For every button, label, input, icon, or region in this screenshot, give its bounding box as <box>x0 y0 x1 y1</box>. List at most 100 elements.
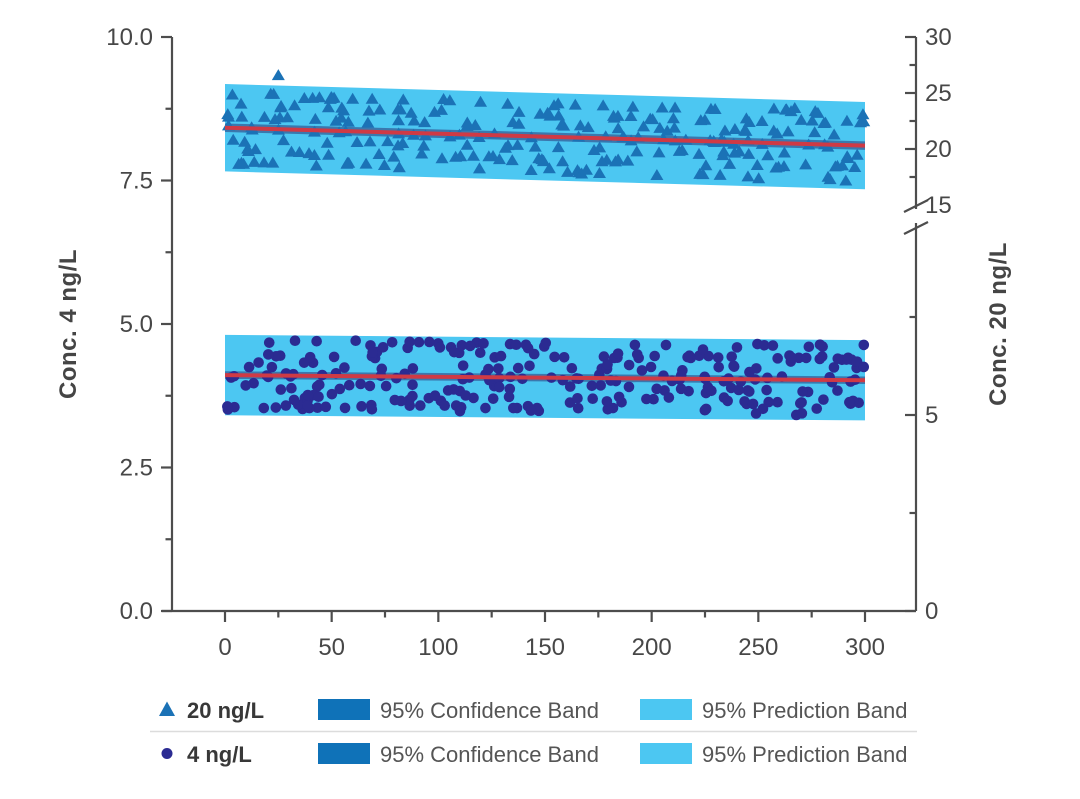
data-point-triangle <box>779 103 793 115</box>
data-point-circle <box>832 385 843 396</box>
data-point-circle <box>602 358 613 370</box>
data-point-circle <box>841 354 852 365</box>
data-point-circle <box>858 361 870 373</box>
data-point-circle <box>612 348 624 359</box>
data-point-triangle <box>777 146 791 158</box>
data-point-circle <box>733 384 745 396</box>
data-point-circle <box>448 346 460 358</box>
data-point-circle <box>339 402 351 414</box>
data-point-triangle <box>739 112 753 124</box>
data-point-triangle <box>511 138 525 150</box>
data-point-triangle <box>284 145 298 157</box>
data-point-triangle <box>827 128 841 140</box>
data-point-triangle <box>512 105 526 117</box>
data-point-circle <box>424 336 435 348</box>
data-point-triangle <box>741 170 755 182</box>
data-point-triangle <box>391 103 405 115</box>
data-point-triangle <box>309 159 323 171</box>
data-point-triangle <box>808 126 822 138</box>
data-point-triangle <box>568 98 582 110</box>
data-point-circle <box>355 378 366 390</box>
tick-label-layer: 0.0 2.5 5.0 7.5 10.0 0 50 100 150 200 250 300 0 5 15 20… <box>106 24 951 661</box>
data-point-circle <box>828 362 840 373</box>
left-axis-tick-label: 5.0 <box>120 311 153 338</box>
data-point-triangle <box>322 148 336 160</box>
x-axis-tick-label: 250 <box>738 634 778 661</box>
data-point-circle <box>699 404 711 416</box>
data-point-circle <box>320 401 332 413</box>
data-point-triangle <box>266 156 280 168</box>
data-point-triangle <box>839 174 853 186</box>
data-point-circle <box>243 361 255 373</box>
data-point-triangle <box>611 122 625 134</box>
data-point-triangle <box>660 124 674 136</box>
data-point-triangle <box>653 121 667 133</box>
data-point-circle <box>377 341 389 353</box>
data-point-circle <box>253 357 264 368</box>
data-point-triangle <box>857 115 871 127</box>
data-point-circle <box>434 342 446 353</box>
data-point-circle <box>743 386 755 397</box>
data-point-triangle <box>391 114 405 126</box>
data-point-triangle <box>856 108 870 120</box>
data-point-triangle <box>232 157 246 169</box>
data-point-circle <box>510 339 522 351</box>
data-point-triangle <box>592 166 606 178</box>
left-axis-tick-label: 10.0 <box>106 24 153 51</box>
data-point-triangle <box>750 158 764 170</box>
data-point-triangle <box>561 165 575 177</box>
data-point-circle <box>631 349 643 360</box>
data-point-triangle <box>264 87 278 99</box>
data-point-circle <box>636 365 648 376</box>
data-point-triangle <box>652 146 666 158</box>
data-point-triangle <box>297 92 311 104</box>
data-point-triangle <box>781 125 795 137</box>
data-point-triangle <box>392 161 406 173</box>
data-point-triangle <box>728 146 742 158</box>
data-point-circle <box>786 352 797 363</box>
data-point-circle <box>525 405 537 416</box>
data-point-circle <box>339 362 350 373</box>
data-point-triangle <box>365 92 379 104</box>
data-point-triangle <box>335 101 349 113</box>
data-point-triangle <box>324 90 338 102</box>
data-point-triangle <box>587 144 601 156</box>
data-point-circle <box>367 347 378 358</box>
data-point-circle <box>641 393 652 405</box>
data-point-triangle <box>505 154 519 166</box>
legend-prediction-swatch-20ngL <box>640 699 692 720</box>
data-point-triangle <box>271 69 285 81</box>
data-point-triangle <box>415 147 429 159</box>
data-point-circle <box>407 390 418 402</box>
data-point-circle <box>314 379 325 391</box>
data-point-circle <box>549 351 560 363</box>
data-point-triangle <box>346 92 360 104</box>
data-point-circle <box>796 408 808 419</box>
data-point-circle <box>712 352 724 363</box>
data-point-circle <box>334 383 346 395</box>
data-point-circle <box>728 360 739 372</box>
data-point-circle <box>289 335 301 346</box>
data-point-triangle <box>454 150 468 162</box>
data-point-circle <box>240 380 252 391</box>
axis-break-slash-lower <box>903 221 929 235</box>
data-point-triangle <box>435 152 449 164</box>
data-point-circle <box>313 391 324 403</box>
data-point-circle <box>651 383 663 395</box>
data-point-circle <box>744 366 755 378</box>
data-point-triangle <box>713 168 727 180</box>
x-axis-tick-label: 300 <box>845 634 885 661</box>
x-axis-tick-label: 0 <box>218 634 231 661</box>
data-point-circle <box>304 351 316 363</box>
data-point-triangle <box>512 117 526 129</box>
data-point-triangle <box>320 136 334 148</box>
data-point-triangle <box>573 119 587 131</box>
data-point-triangle <box>694 114 708 126</box>
data-point-circle <box>312 402 323 413</box>
data-point-circle <box>858 339 870 351</box>
data-point-triangle <box>752 172 766 184</box>
data-point-circle <box>395 395 407 407</box>
legend-prediction-swatch-4ngL <box>640 743 692 764</box>
data-point-triangle <box>595 155 609 167</box>
